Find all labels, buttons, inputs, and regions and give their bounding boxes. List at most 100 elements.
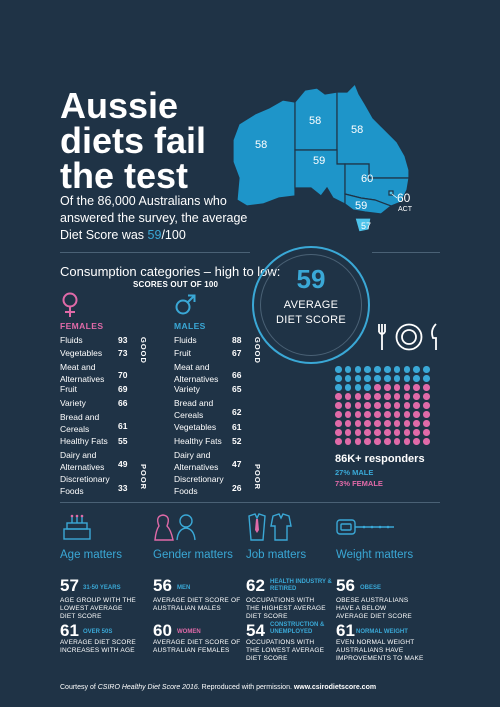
map-region-wa	[232, 99, 296, 207]
female-dot	[423, 429, 430, 436]
responders-male: 27% MALE	[335, 468, 374, 477]
female-dot	[403, 402, 411, 409]
female-dot	[354, 402, 362, 409]
female-dot	[364, 411, 371, 418]
male-dot	[413, 366, 420, 373]
female-dot	[364, 393, 371, 400]
female-dot	[354, 411, 362, 418]
male-dot	[344, 384, 352, 391]
female-dot	[354, 393, 362, 400]
female-dot	[354, 429, 362, 436]
item-label: Meat and Alternatives	[174, 362, 219, 384]
age-stat-2-desc: AVERAGE DIET SCORE INCREASES WITH AGE	[60, 639, 136, 654]
australia-map: 58 58 58 59 60 59 57 60 ACT	[232, 82, 413, 233]
female-dot	[403, 429, 411, 436]
female-icon	[62, 292, 78, 317]
map-region-vic	[344, 193, 393, 215]
male-dot	[393, 375, 401, 382]
female-dot	[374, 429, 381, 436]
title-line-3: the test	[60, 155, 189, 196]
female-dot	[413, 429, 420, 436]
male-dot	[413, 375, 420, 382]
map-score-sa: 59	[313, 155, 325, 167]
weight-stat-1-desc: OBESE AUSTRALIANS HAVE A BELOW AVERAGE D…	[336, 597, 412, 620]
male-icon	[175, 294, 196, 315]
female-dot	[393, 438, 401, 445]
female-dot	[374, 411, 381, 418]
weight-stat-1-number: 56	[336, 576, 355, 595]
item-label: Fruit	[174, 348, 191, 358]
item-label: Fruit	[60, 384, 77, 394]
map-score-vic: 59	[355, 200, 367, 212]
male-dot	[403, 366, 411, 373]
job-stat-1-number: 62	[246, 576, 265, 595]
item-value: 62	[232, 407, 242, 417]
male-dot	[374, 375, 381, 382]
female-dot	[403, 411, 411, 418]
ring-inner	[260, 254, 362, 356]
job-stat-2-tag: CONSTRUCTION & UNEMPLOYED	[270, 622, 325, 635]
male-dot	[335, 384, 342, 391]
weight-matters-title: Weight matters	[336, 549, 414, 561]
female-dot	[384, 393, 391, 400]
item-value: 61	[118, 421, 128, 431]
male-dot	[374, 366, 381, 373]
male-dot	[344, 375, 352, 382]
male-dot	[403, 375, 411, 382]
item-label: Vegetables	[60, 348, 103, 358]
responder-dot-grid	[335, 366, 435, 448]
footer-credit: Courtesy of CSIRO Healthy Diet Score 201…	[60, 684, 376, 691]
item-label: Vegetables	[174, 422, 217, 432]
job-stat-1-desc: OCCUPATIONS WITH THE HIGHEST AVERAGE DIE…	[246, 597, 326, 620]
item-value: 61	[232, 422, 242, 432]
female-dot	[393, 411, 401, 418]
act-pointer-line	[391, 193, 398, 199]
job-matters-title: Job matters	[246, 549, 307, 561]
female-dot	[413, 411, 420, 418]
females-list: Fluids 93 Vegetables 73 Meat and Alternati…	[60, 334, 140, 496]
gender-stat-1-tag: MEN	[177, 585, 191, 591]
item-label: Bread and Cereals	[174, 398, 214, 420]
female-dot	[393, 429, 401, 436]
item-value: 65	[232, 384, 242, 394]
female-dot	[413, 384, 420, 391]
map-label-act: ACT	[398, 206, 413, 213]
intro-post: /100	[161, 228, 186, 242]
item-value: 47	[232, 459, 242, 469]
gender-people-icon	[154, 514, 196, 541]
female-dot	[413, 420, 420, 427]
item-value: 93	[118, 335, 128, 345]
item-label: Variety	[174, 384, 200, 394]
responders-headline: 86K+ responders	[335, 453, 425, 465]
age-stat-1-desc: AGE GROUP WITH THE LOWEST AVERAGE DIET S…	[60, 597, 136, 620]
intro-highlight: 59	[147, 228, 162, 242]
male-dot	[344, 366, 352, 373]
female-dot	[423, 438, 430, 445]
female-dot	[374, 402, 381, 409]
female-dot	[374, 438, 381, 445]
males-poor-label: POOR	[253, 464, 262, 491]
item-label: Healthy Fats	[174, 436, 222, 446]
female-dot	[335, 411, 342, 418]
female-dot	[344, 402, 352, 409]
item-value: 49	[118, 459, 128, 469]
male-dot	[335, 366, 342, 373]
divider-top-left	[60, 252, 250, 253]
males-list: Fluids 88 Fruit 67 Meat and Alternatives 66…	[174, 334, 254, 496]
males-good-label: GOOD	[253, 337, 262, 364]
female-dot	[335, 393, 342, 400]
cake-icon	[63, 514, 91, 540]
male-dot	[364, 384, 371, 391]
map-score-tas: 57	[361, 221, 371, 231]
female-dot	[423, 420, 430, 427]
female-dot	[335, 402, 342, 409]
footer-url[interactable]: www.csirodietscore.com	[293, 684, 377, 691]
male-dot	[364, 366, 371, 373]
female-dot	[403, 438, 411, 445]
female-dot	[344, 393, 352, 400]
plate-cutlery-icon	[378, 323, 437, 351]
male-dot	[384, 366, 391, 373]
female-dot	[384, 420, 391, 427]
footer-mid: . Reproduced with permission.	[197, 684, 294, 691]
map-score-act: 60	[397, 191, 411, 205]
